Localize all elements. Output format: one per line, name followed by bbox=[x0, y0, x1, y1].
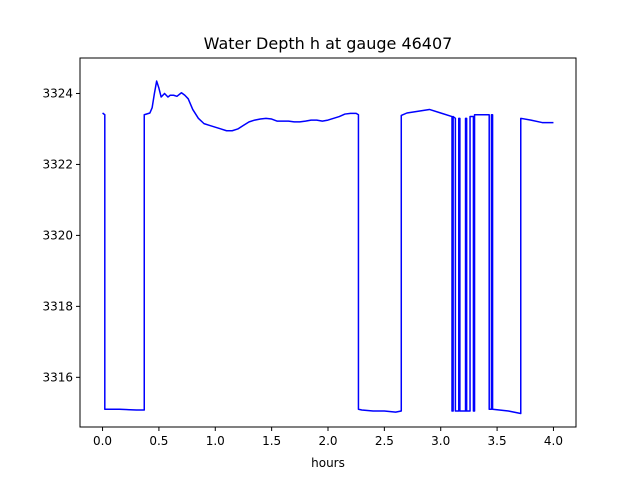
x-tick-label: 0.0 bbox=[93, 434, 112, 448]
chart-title: Water Depth h at gauge 46407 bbox=[204, 34, 453, 53]
x-tick-label: 1.5 bbox=[262, 434, 281, 448]
x-axis-label: hours bbox=[311, 456, 345, 470]
plot-frame bbox=[79, 57, 577, 428]
y-axis: 3316 3318 3320 3322 3324 bbox=[42, 86, 80, 384]
x-tick-label: 4.0 bbox=[544, 434, 563, 448]
x-tick-label: 1.0 bbox=[206, 434, 225, 448]
x-tick-label: 2.5 bbox=[375, 434, 394, 448]
x-axis: 0.0 0.5 1.0 1.5 2.0 2.5 3.0 3.5 4.0 bbox=[93, 427, 563, 448]
series-line-0 bbox=[102, 80, 554, 415]
x-tick-label: 3.5 bbox=[488, 434, 507, 448]
y-tick-label: 3322 bbox=[42, 157, 73, 171]
y-tick-label: 3320 bbox=[42, 228, 73, 242]
x-tick-label: 0.5 bbox=[149, 434, 168, 448]
y-tick-label: 3318 bbox=[42, 299, 73, 313]
y-tick-label: 3324 bbox=[42, 86, 73, 100]
x-tick-label: 2.0 bbox=[318, 434, 337, 448]
plot-area bbox=[102, 80, 554, 415]
x-tick-label: 3.0 bbox=[431, 434, 450, 448]
y-tick-label: 3316 bbox=[42, 370, 73, 384]
